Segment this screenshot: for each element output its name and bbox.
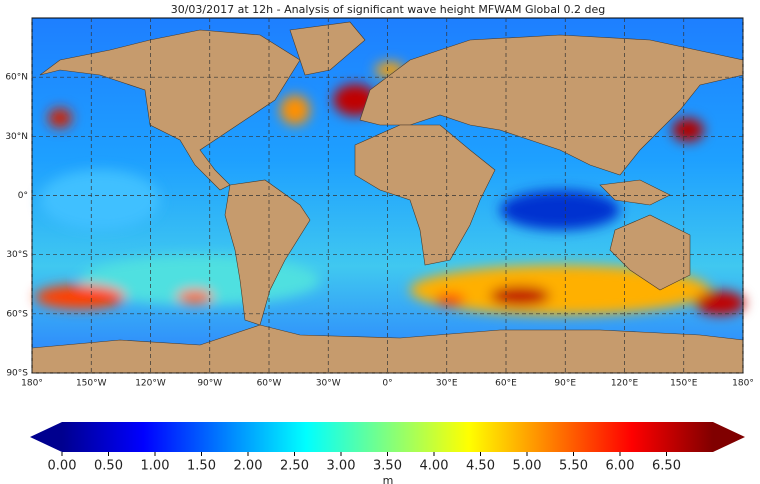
x-tick-label: 0°: [382, 379, 392, 389]
x-tick-label: 60°E: [495, 379, 517, 389]
x-tick-label: 30°E: [436, 379, 458, 389]
y-tick-label: 30°N: [5, 132, 28, 142]
x-tick-label: 180°: [732, 379, 754, 389]
x-tick-label: 150°W: [76, 379, 107, 389]
y-tick-label: 60°S: [6, 309, 28, 319]
colorbar-tick-label: 5.50: [559, 459, 588, 474]
colorbar-tick-label: 3.50: [373, 459, 402, 474]
x-tick-label: 150°E: [670, 379, 698, 389]
colorbar-tick-label: 4.00: [420, 459, 449, 474]
x-tick-label: 180°: [21, 379, 43, 389]
chart-title: 30/03/2017 at 12h - Analysis of signific…: [171, 3, 606, 16]
colorbar-tick-label: 3.00: [327, 459, 356, 474]
x-tick-label: 60°W: [257, 379, 282, 389]
x-tick-label: 120°W: [135, 379, 166, 389]
colorbar-tick-label: 5.00: [513, 459, 542, 474]
colorbar-tick-label: 1.50: [187, 459, 216, 474]
y-tick-label: 90°S: [6, 369, 28, 379]
y-tick-label: 0°: [18, 191, 28, 201]
colorbar-tick-label: 2.00: [234, 459, 263, 474]
colorbar-tick-label: 2.50: [280, 459, 309, 474]
x-tick-label: 90°W: [197, 379, 222, 389]
colorbar-label: m: [383, 474, 394, 484]
colorbar-tick-label: 6.50: [652, 459, 681, 474]
x-tick-label: 90°E: [554, 379, 576, 389]
colorbar-tick-label: 1.00: [141, 459, 170, 474]
colorbar-tick-label: 6.00: [606, 459, 635, 474]
y-tick-label: 30°S: [6, 250, 28, 260]
x-tick-label: 120°E: [611, 379, 639, 389]
y-tick-label: 60°N: [5, 73, 28, 83]
colorbar-tick-label: 4.50: [466, 459, 495, 474]
x-tick-label: 30°W: [316, 379, 341, 389]
colorbar-tick-label: 0.50: [94, 459, 123, 474]
colorbar-tick-label: 0.00: [48, 459, 77, 474]
colorbar: [30, 422, 745, 452]
